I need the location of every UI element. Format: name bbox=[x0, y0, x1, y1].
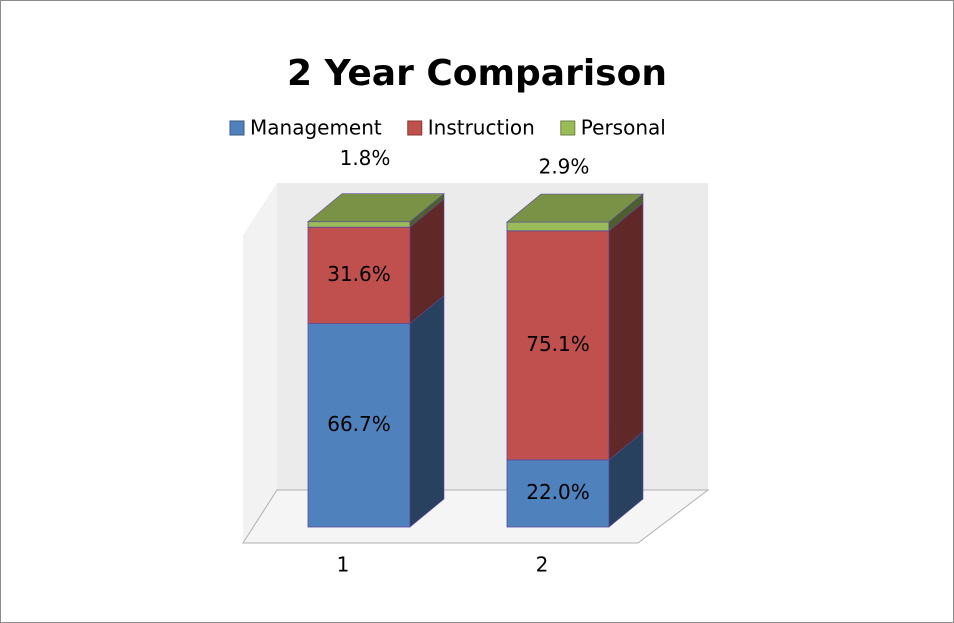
bar-segment bbox=[506, 230, 610, 461]
legend-label: Personal bbox=[581, 116, 666, 140]
bar-side bbox=[608, 202, 644, 461]
bar-top bbox=[307, 193, 445, 222]
data-label: 75.1% bbox=[526, 332, 590, 356]
legend-swatch bbox=[407, 120, 423, 136]
side-wall bbox=[243, 183, 277, 543]
data-label: 2.9% bbox=[539, 155, 590, 179]
legend-label: Management bbox=[250, 116, 382, 140]
legend-swatch bbox=[560, 120, 576, 136]
bar-segment bbox=[307, 226, 411, 324]
data-label: 66.7% bbox=[327, 412, 391, 436]
data-label: 31.6% bbox=[327, 262, 391, 286]
data-label: 1.8% bbox=[340, 146, 391, 170]
bar-segment bbox=[506, 221, 610, 232]
legend-swatch bbox=[229, 120, 245, 136]
chart-title: 2 Year Comparison bbox=[287, 53, 667, 94]
x-tick-label: 1 bbox=[337, 553, 350, 577]
legend-label: Instruction bbox=[428, 116, 535, 140]
bar-side bbox=[409, 294, 445, 528]
data-label: 22.0% bbox=[526, 480, 590, 504]
bar-segment bbox=[307, 221, 411, 228]
bar-top bbox=[506, 193, 644, 223]
bar-segment bbox=[506, 459, 610, 528]
x-tick-label: 2 bbox=[536, 553, 549, 577]
